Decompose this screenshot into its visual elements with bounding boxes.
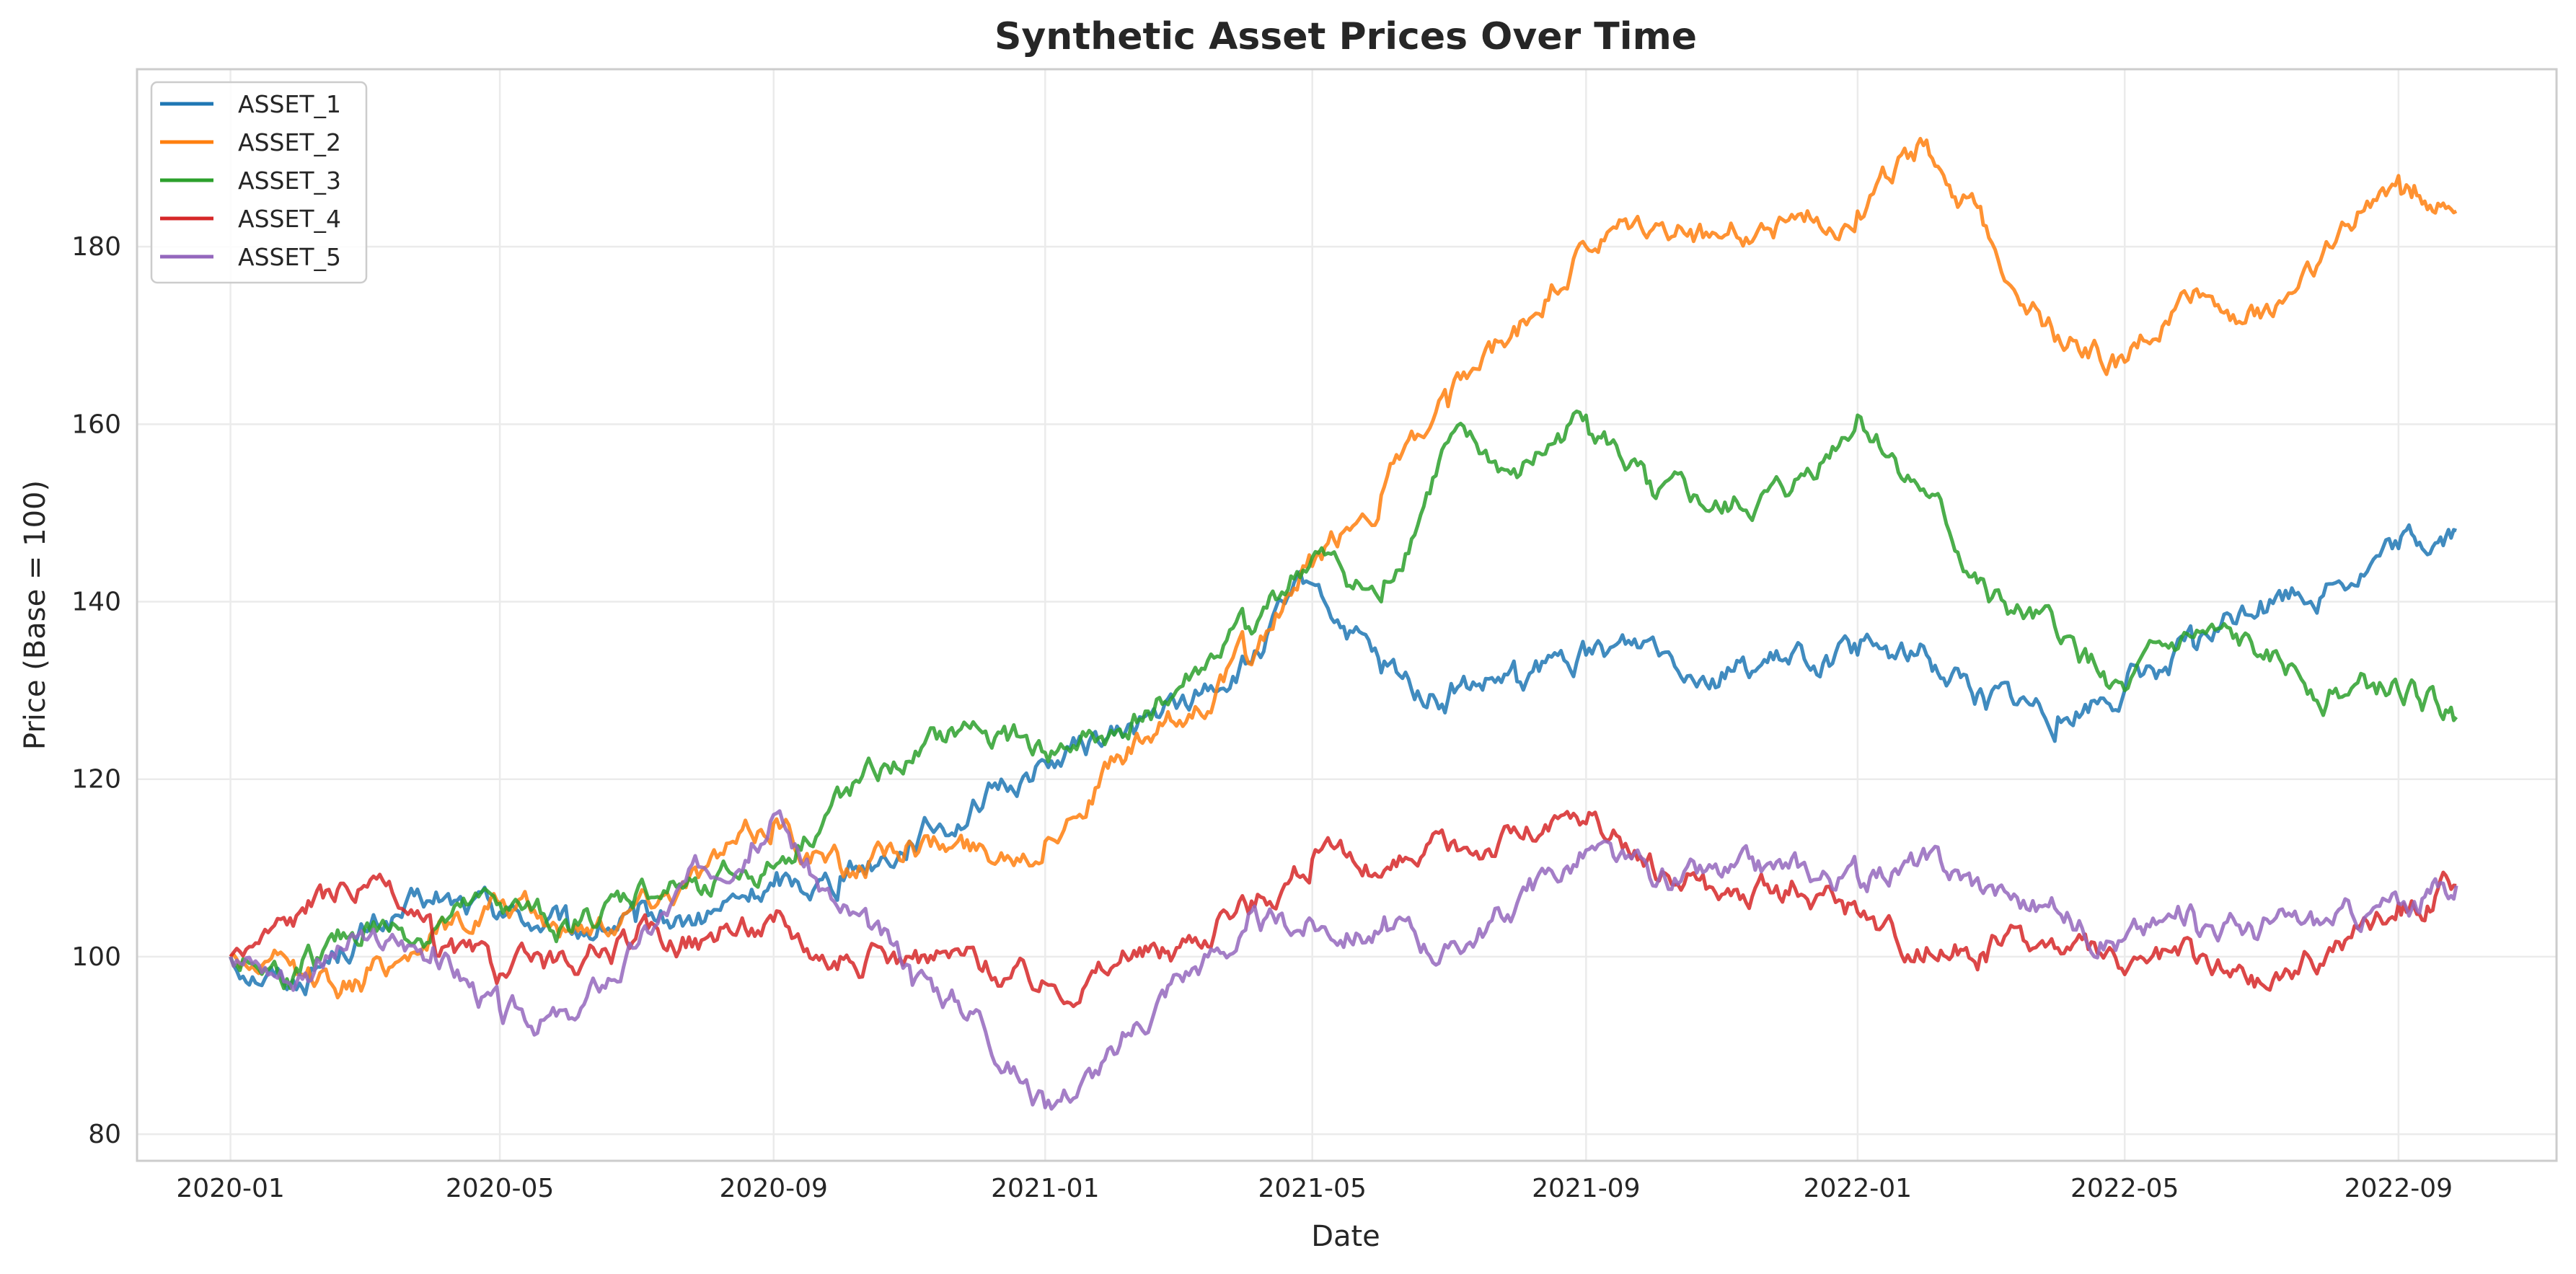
y-tick-label: 120 — [71, 765, 121, 795]
x-tick-label: 2021-05 — [1258, 1174, 1366, 1203]
legend-label: ASSET_4 — [238, 205, 341, 233]
legend-label: ASSET_5 — [238, 243, 341, 271]
x-tick-label: 2020-05 — [446, 1174, 554, 1203]
series-line-asset-5 — [229, 809, 2458, 1111]
legend-box — [150, 81, 368, 284]
legend: ASSET_1 ASSET_2 ASSET_3 ASSET_4 ASSET_5 — [150, 81, 368, 284]
x-tick-label: 2021-01 — [991, 1174, 1099, 1203]
x-tick-label: 2021-09 — [1532, 1174, 1640, 1203]
x-tick-label: 2022-09 — [2345, 1174, 2453, 1203]
legend-label: ASSET_1 — [238, 90, 341, 118]
x-tick-label: 2020-01 — [176, 1174, 284, 1203]
y-tick-label: 180 — [71, 232, 121, 262]
series-line-asset-3 — [229, 410, 2458, 991]
y-tick-label: 80 — [88, 1120, 121, 1149]
series-line-asset-2 — [229, 136, 2458, 1000]
series-line-asset-1 — [229, 523, 2458, 996]
y-tick-label: 140 — [71, 588, 121, 617]
grid-lines — [137, 69, 2557, 1161]
series-lines — [229, 136, 2458, 1111]
y-tick-label: 100 — [71, 942, 121, 972]
x-tick-label: 2022-01 — [1804, 1174, 1912, 1203]
chart-title: Synthetic Asset Prices Over Time — [994, 15, 1697, 58]
tick-labels: 80 100 120 140 160 180 2020-01 2020-05 2020-09 20… — [71, 232, 2453, 1203]
plot-frame — [136, 68, 2558, 1162]
legend-label: ASSET_2 — [238, 128, 341, 156]
y-tick-label: 160 — [71, 410, 121, 439]
x-tick-label: 2020-09 — [720, 1174, 828, 1203]
series-line-asset-4 — [229, 810, 2457, 1009]
x-axis-label: Date — [1311, 1220, 1380, 1253]
y-axis-label: Price (Base = 100) — [19, 480, 52, 750]
legend-label: ASSET_3 — [238, 167, 341, 195]
x-tick-label: 2022-05 — [2070, 1174, 2179, 1203]
